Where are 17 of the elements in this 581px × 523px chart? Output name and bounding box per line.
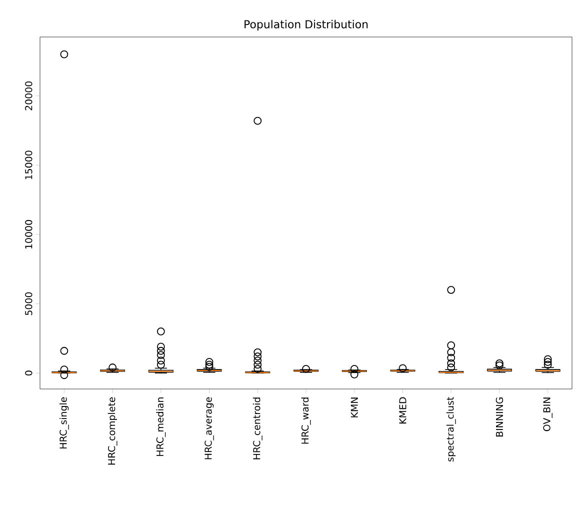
x-tick-label: OV_BIN [543,398,552,432]
x-tick-label: HRC_median [156,398,166,456]
y-tick-label: 15000 [25,150,32,180]
x-tick-label: KMED [399,397,406,424]
x-tick-label: HRC_ward [301,398,311,444]
y-tick-label: 0 [25,370,32,376]
x-tick-label: HRC_single [59,397,69,448]
x-tick-label: HRC_centroid [252,398,262,460]
chart-title: Population Distribution [244,20,368,30]
x-tick-label: spectral_clust [446,396,456,462]
x-tick-label: KMN [350,398,358,418]
y-tick-label: 10000 [25,220,32,248]
x-tick-label: BINNING [496,398,504,436]
y-tick-label: 5000 [25,292,32,316]
x-tick-label: HRC_complete [108,397,118,465]
x-tick-label: HRC_average [204,397,214,460]
y-tick-label: 20000 [25,81,32,110]
